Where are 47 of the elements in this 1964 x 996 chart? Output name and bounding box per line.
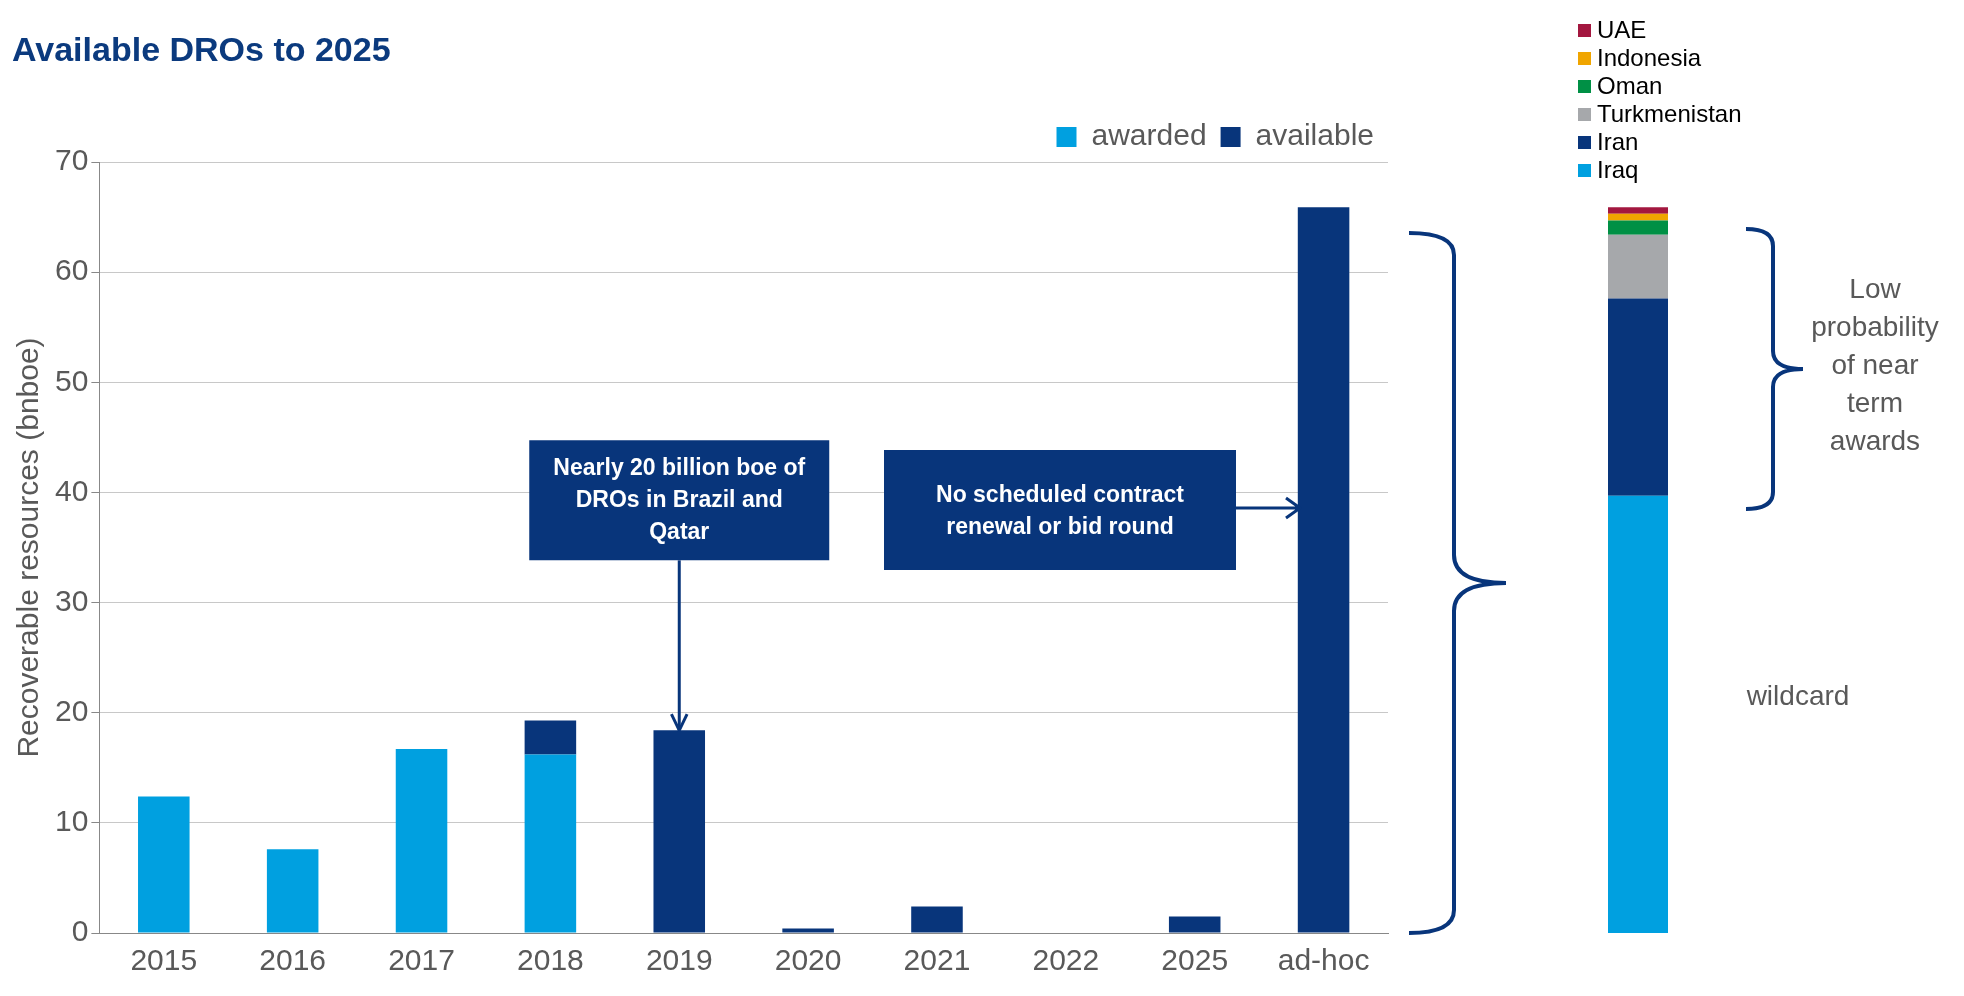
- legend-label: Iran: [1597, 128, 1639, 156]
- text: Low probability of near term awards: [1810, 272, 1940, 458]
- bar: [524, 720, 577, 755]
- legend-label: UAE: [1597, 16, 1647, 44]
- legend-label: Indonesia: [1597, 44, 1702, 72]
- x-tick-label: 2022: [1032, 943, 1100, 977]
- bar: [1608, 220, 1668, 235]
- y-tick-label: 20: [54, 693, 89, 727]
- text: wildcard: [1745, 680, 1851, 712]
- x-tick-label: ad-hoc: [1277, 943, 1370, 977]
- bar: [1297, 207, 1350, 933]
- bar: [395, 749, 448, 933]
- x-tick-label: 2020: [774, 943, 842, 977]
- x-tick-label: 2021: [903, 943, 971, 977]
- y-axis-title: Recoverable resources (bnboe): [11, 337, 45, 758]
- x-tick-label: 2016: [259, 943, 327, 977]
- y-tick-label: 30: [54, 583, 89, 617]
- bar: [266, 849, 319, 933]
- bar: [1168, 916, 1221, 933]
- bar: [1608, 213, 1668, 221]
- legend-label: Turkmenistan: [1597, 100, 1742, 128]
- bar: [911, 906, 963, 933]
- x-tick-label: 2015: [130, 943, 198, 977]
- x-tick-label: 2017: [388, 943, 455, 977]
- y-tick-label: 40: [54, 473, 89, 507]
- x-tick-label: 2018: [517, 943, 584, 977]
- chart-title: Available DROs to 2025: [12, 30, 391, 69]
- bar: [1608, 495, 1668, 933]
- bar: [138, 796, 190, 933]
- bar: [1608, 298, 1668, 496]
- bar: [524, 754, 577, 933]
- annotation: Nearly 20 billion boe of DROs in Brazil and Qatar: [553, 453, 806, 544]
- legend-label: Iraq: [1597, 156, 1639, 184]
- y-tick-label: 10: [54, 804, 89, 838]
- bar: [782, 928, 834, 933]
- callout-box: No scheduled contract renewal or bid round: [884, 450, 1236, 570]
- bar: [1608, 234, 1668, 299]
- legend-label: awarded: [1091, 118, 1207, 152]
- y-tick-label: 0: [71, 914, 89, 948]
- x-tick-label: 2025: [1161, 943, 1229, 977]
- y-tick-label: 60: [54, 253, 89, 287]
- bar: [1608, 207, 1668, 214]
- y-tick-label: 70: [54, 143, 89, 177]
- legend-label: Oman: [1597, 72, 1663, 100]
- y-tick-label: 50: [54, 363, 89, 397]
- legend-label: available: [1255, 118, 1374, 152]
- x-tick-label: 2019: [645, 943, 713, 977]
